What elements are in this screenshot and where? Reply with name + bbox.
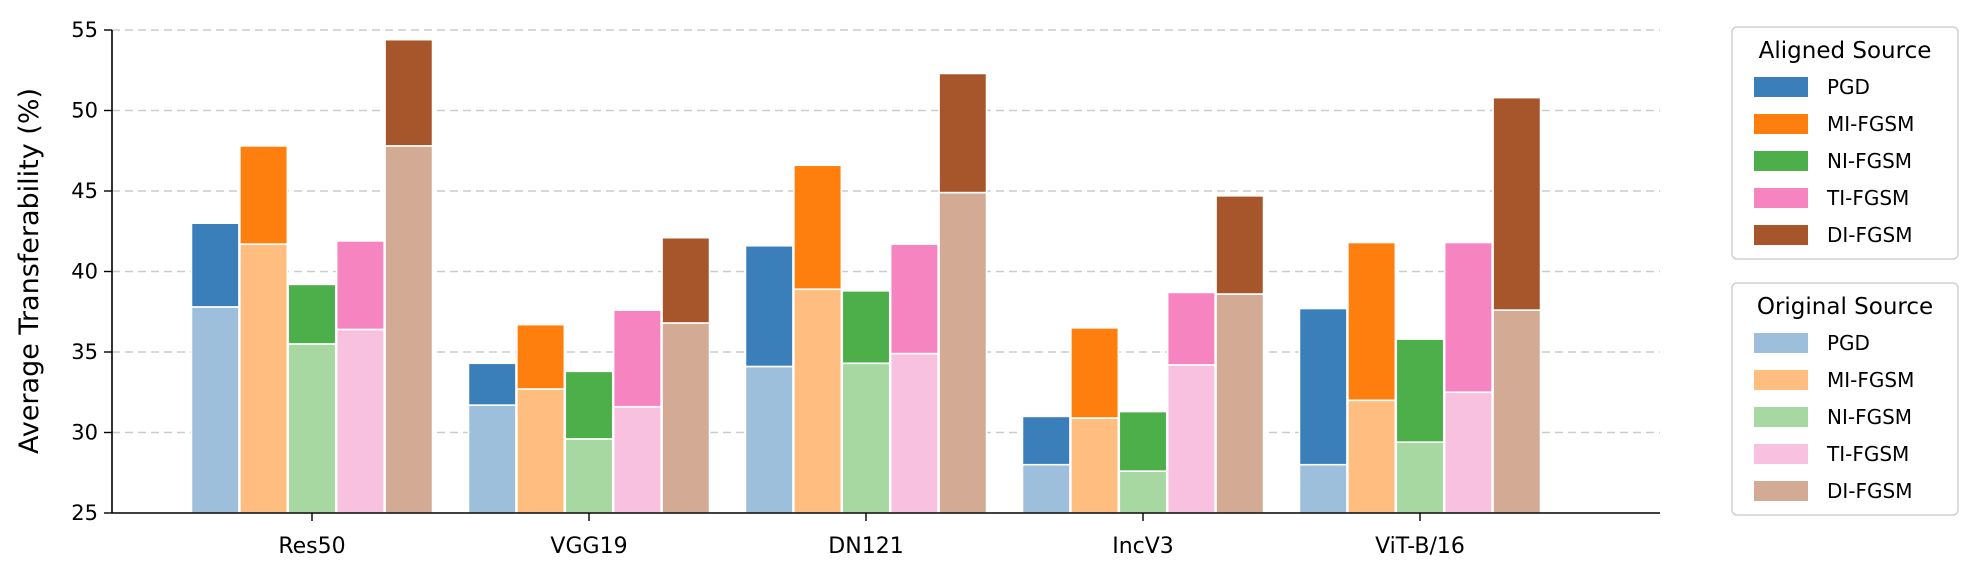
bar-aligned-di-fgsm	[384, 38, 434, 147]
bar-aligned-pgd	[744, 244, 794, 368]
bar-original-di-fgsm	[1215, 293, 1265, 514]
legend-swatch	[1754, 188, 1808, 208]
bar-aligned-ti-fgsm	[1443, 241, 1493, 394]
legend-swatch	[1754, 407, 1808, 427]
bar-aligned-pgd	[467, 362, 517, 406]
bar-original-mi-fgsm	[793, 288, 843, 514]
bar-aligned-mi-fgsm	[239, 145, 289, 245]
legend-entry-label: TI-FGSM	[1826, 442, 1909, 466]
legends: Aligned Source PGD MI-FGSM NI-FGSM TI-FGSM DI…	[1731, 26, 1959, 516]
bar-original-ni-fgsm	[841, 362, 891, 514]
bar-aligned-ni-fgsm	[1395, 338, 1445, 443]
legend-swatch	[1754, 151, 1808, 171]
x-tick-label: IncV3	[1112, 534, 1174, 559]
bar-original-ti-fgsm	[335, 328, 385, 514]
bar-aligned-ni-fgsm	[287, 283, 337, 345]
bar-original-pgd	[744, 365, 794, 514]
bar-original-ti-fgsm	[612, 405, 662, 514]
legend-swatch	[1754, 225, 1808, 245]
bar-aligned-mi-fgsm	[516, 323, 566, 390]
legend-entry-label: PGD	[1827, 75, 1870, 99]
bar-aligned-ti-fgsm	[612, 309, 662, 408]
legend-swatch	[1754, 370, 1808, 390]
x-ticks: Res50 VGG19 DN121 IncV3 ViT-B/16	[278, 513, 1465, 559]
y-tick-label: 40	[71, 260, 98, 284]
legend-title: Original Source	[1757, 294, 1933, 320]
legend-original-source: Original Source PGD MI-FGSM NI-FGSM TI-FGSM D…	[1731, 282, 1959, 516]
bar-aligned-ti-fgsm	[335, 240, 385, 331]
legend-entry-label: DI-FGSM	[1827, 223, 1912, 247]
legend-entry-label: MI-FGSM	[1827, 112, 1914, 136]
bars	[190, 38, 1542, 514]
y-tick-label: 55	[71, 18, 98, 42]
y-ticks: 25 30 35 40 45 50 55	[71, 18, 112, 525]
bar-original-pgd	[467, 404, 517, 514]
bar-original-ni-fgsm	[564, 438, 614, 514]
x-tick-label: Res50	[278, 534, 345, 559]
bar-aligned-pgd	[1021, 415, 1071, 466]
bar-original-pgd	[1021, 463, 1071, 514]
y-tick-label: 30	[71, 421, 98, 445]
legend-entry-label: DI-FGSM	[1827, 479, 1912, 503]
bar-aligned-ti-fgsm	[1166, 291, 1216, 366]
legend-entry-label: PGD	[1827, 331, 1870, 355]
legend-title: Aligned Source	[1759, 38, 1932, 64]
bar-original-di-fgsm	[1492, 309, 1542, 514]
bar-original-mi-fgsm	[516, 388, 566, 514]
bar-original-mi-fgsm	[239, 243, 289, 514]
legend-entry-label: NI-FGSM	[1827, 405, 1912, 429]
bar-aligned-mi-fgsm	[1070, 327, 1120, 419]
bar-aligned-pgd	[1298, 307, 1348, 466]
legend-aligned-source: Aligned Source PGD MI-FGSM NI-FGSM TI-FGSM DI…	[1731, 26, 1959, 260]
legend-swatch	[1754, 444, 1808, 464]
bar-original-mi-fgsm	[1347, 399, 1397, 514]
bar-original-pgd	[190, 306, 240, 514]
legend-entry-label: MI-FGSM	[1827, 368, 1914, 392]
bar-original-di-fgsm	[661, 322, 711, 514]
bar-original-ti-fgsm	[1166, 364, 1216, 514]
bar-original-ni-fgsm	[1395, 441, 1445, 514]
legend-swatch	[1754, 333, 1808, 353]
x-tick-label: ViT-B/16	[1375, 534, 1465, 559]
legend-swatch	[1754, 114, 1808, 134]
bar-aligned-di-fgsm	[938, 72, 988, 194]
x-tick-label: DN121	[828, 534, 903, 559]
bar-aligned-di-fgsm	[1215, 195, 1265, 295]
bar-aligned-ti-fgsm	[889, 243, 939, 355]
bar-aligned-mi-fgsm	[793, 164, 843, 291]
bar-original-ti-fgsm	[889, 352, 939, 514]
bar-original-mi-fgsm	[1070, 417, 1120, 514]
bar-aligned-ni-fgsm	[564, 370, 614, 440]
bar-aligned-di-fgsm	[1492, 96, 1542, 311]
y-tick-label: 50	[71, 99, 98, 123]
bar-aligned-ni-fgsm	[1118, 410, 1168, 472]
y-tick-label: 35	[71, 340, 98, 364]
bar-original-ni-fgsm	[1118, 470, 1168, 514]
bar-aligned-pgd	[190, 222, 240, 308]
x-tick-label: VGG19	[550, 534, 627, 559]
y-axis-label: Average Transferability (%)	[14, 88, 45, 454]
legend-swatch	[1754, 77, 1808, 97]
y-tick-label: 25	[71, 501, 98, 525]
bar-aligned-di-fgsm	[661, 236, 711, 324]
bar-original-pgd	[1298, 463, 1348, 514]
y-tick-label: 45	[71, 179, 98, 203]
bar-original-ti-fgsm	[1443, 391, 1493, 514]
bar-original-di-fgsm	[384, 145, 434, 514]
bar-original-ni-fgsm	[287, 343, 337, 514]
bar-aligned-mi-fgsm	[1347, 241, 1397, 402]
legend-swatch	[1754, 481, 1808, 501]
bar-original-di-fgsm	[938, 191, 988, 514]
legend-entry-label: NI-FGSM	[1827, 149, 1912, 173]
legend-entry-label: TI-FGSM	[1826, 186, 1909, 210]
bar-aligned-ni-fgsm	[841, 290, 891, 365]
